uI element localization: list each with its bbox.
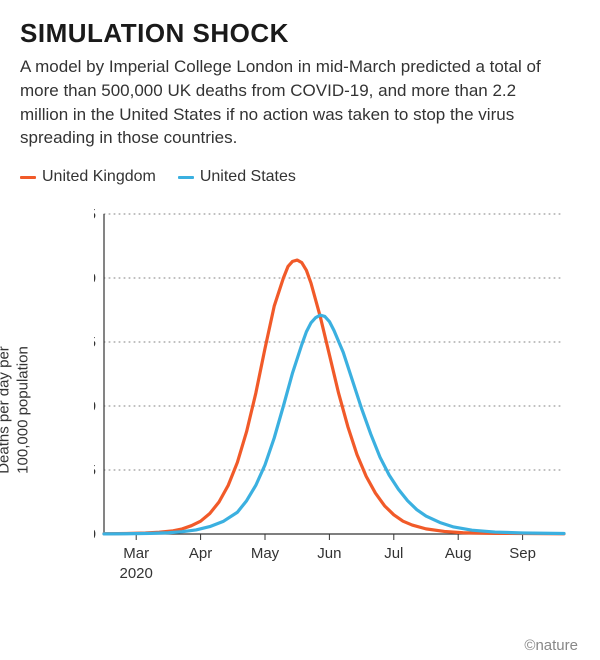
legend-swatch-us — [178, 176, 194, 179]
y-tick-label: 15 — [94, 334, 96, 351]
x-tick-label: Jun — [317, 545, 341, 562]
x-tick-label: Aug — [445, 545, 472, 562]
figure-subtitle: A model by Imperial College London in mi… — [20, 55, 560, 150]
y-tick-label: 20 — [94, 270, 96, 287]
y-axis-label: Deaths per day per 100,000 population — [0, 346, 33, 474]
y-tick-label: 25 — [94, 206, 96, 223]
chart-svg: 0 5 10 15 20 25 Mar Apr May Jun Jul Aug Sep 2020 — [94, 204, 574, 584]
series-uk — [104, 260, 564, 534]
x-tick-label: May — [251, 545, 280, 562]
figure-container: SIMULATION SHOCK A model by Imperial Col… — [0, 0, 600, 660]
x-tick-label: Sep — [509, 545, 536, 562]
x-year-label: 2020 — [120, 565, 153, 582]
series-us — [104, 315, 564, 534]
x-tick-label: Jul — [384, 545, 403, 562]
legend-item-uk: United Kingdom — [20, 168, 156, 186]
y-tick-label: 10 — [94, 398, 96, 415]
legend-label-uk: United Kingdom — [42, 168, 156, 186]
figure-title: SIMULATION SHOCK — [20, 18, 580, 49]
legend-label-us: United States — [200, 168, 296, 186]
chart-area: Deaths per day per 100,000 population 05… — [20, 200, 580, 620]
legend-swatch-uk — [20, 176, 36, 179]
credit-text: ©nature — [524, 637, 578, 654]
x-tick-label: Apr — [189, 545, 212, 562]
legend-item-us: United States — [178, 168, 296, 186]
y-tick-label: 5 — [94, 462, 96, 479]
x-tick-label: Mar — [123, 545, 149, 562]
y-tick-label: 0 — [94, 526, 96, 543]
legend: United Kingdom United States — [20, 168, 580, 186]
